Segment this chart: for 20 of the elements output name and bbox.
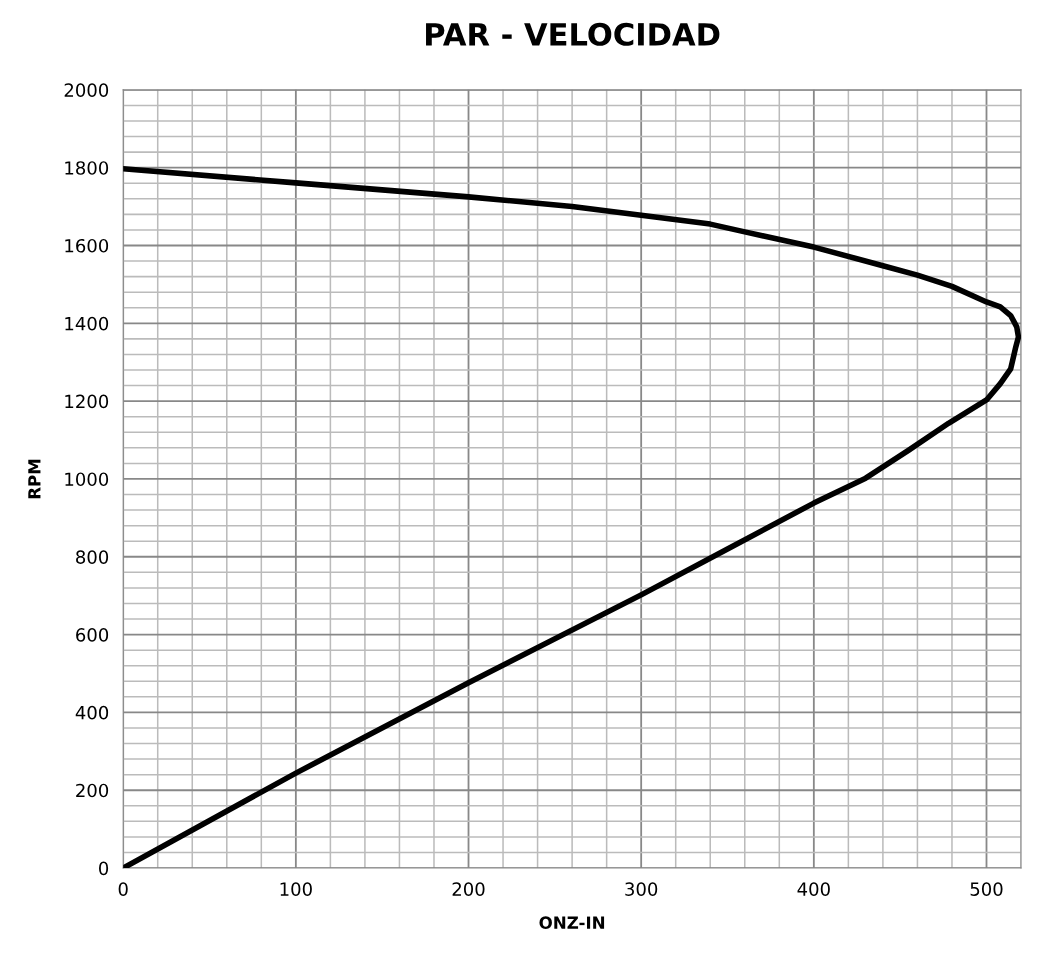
x-tick-label: 300 xyxy=(625,882,658,896)
x-axis-title: ONZ-IN xyxy=(539,916,605,929)
y-tick-label: 2000 xyxy=(64,83,109,97)
y-tick-label: 1400 xyxy=(65,316,109,331)
x-tick-label: 0 xyxy=(118,882,128,896)
x-tick-label: 500 xyxy=(970,882,1003,896)
y-tick-label: 400 xyxy=(75,705,109,720)
y-tick-label: 1600 xyxy=(65,238,109,253)
y-tick-label: 1000 xyxy=(65,472,109,487)
x-tick-label: 400 xyxy=(797,882,830,896)
y-tick-label: 200 xyxy=(76,783,109,798)
y-tick-label: 600 xyxy=(76,628,109,642)
y-tick-label: 800 xyxy=(76,550,109,564)
y-axis-title: RPM xyxy=(28,459,41,499)
x-tick-label: 100 xyxy=(280,882,312,896)
chart-title: PAR - VELOCIDAD xyxy=(426,22,720,46)
y-tick-label: 1800 xyxy=(65,161,109,175)
y-tick-label: 0 xyxy=(99,861,109,876)
y-tick-label: 1200 xyxy=(65,394,109,409)
x-tick-label: 200 xyxy=(452,882,485,896)
